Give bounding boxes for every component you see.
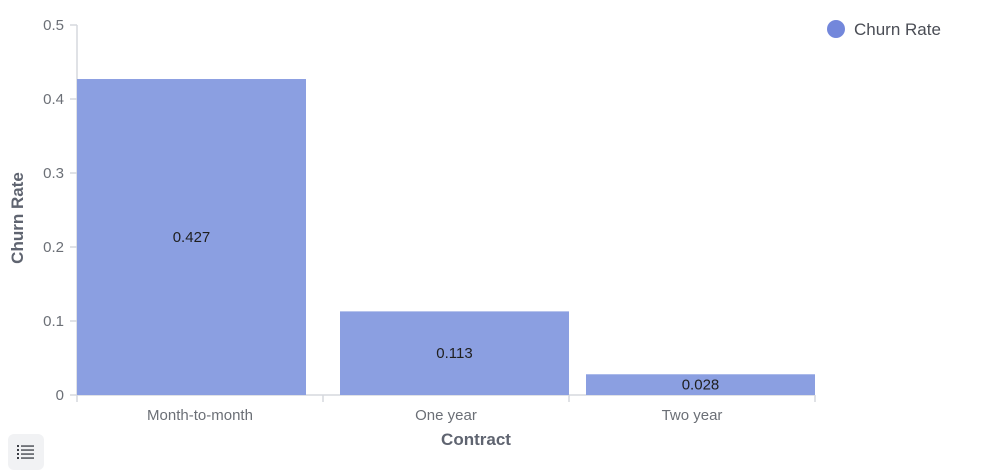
legend-label[interactable]: Churn Rate bbox=[854, 20, 941, 39]
bar[interactable] bbox=[586, 374, 815, 395]
bar-value-label: 0.113 bbox=[436, 345, 472, 362]
x-tick-label: One year bbox=[415, 407, 477, 424]
y-tick-label: 0 bbox=[56, 387, 64, 404]
y-tick-label: 0.2 bbox=[43, 239, 64, 256]
bar[interactable] bbox=[340, 311, 569, 395]
y-tick-label: 0.3 bbox=[43, 165, 64, 182]
list-icon bbox=[17, 445, 34, 459]
y-tick-label: 0.4 bbox=[43, 91, 64, 108]
x-axis-title: Contract bbox=[441, 430, 511, 449]
bar-value-label: 0.028 bbox=[682, 377, 720, 394]
x-tick-label: Month-to-month bbox=[147, 407, 253, 424]
chart-menu-button[interactable] bbox=[8, 434, 44, 470]
y-axis: 0 0.1 0.2 0.3 0.4 0.5 bbox=[43, 17, 78, 404]
bar-value-label: 0.427 bbox=[173, 229, 211, 246]
x-axis: Month-to-month One year Two year bbox=[76, 394, 816, 424]
bar[interactable] bbox=[77, 79, 306, 396]
y-tick-label: 0.5 bbox=[43, 17, 64, 34]
x-tick-label: Two year bbox=[662, 407, 723, 424]
legend-marker[interactable] bbox=[827, 20, 845, 38]
y-axis-title: Churn Rate bbox=[8, 172, 27, 264]
value-labels: 0.427 0.113 0.028 bbox=[173, 229, 720, 394]
y-tick-label: 0.1 bbox=[43, 313, 64, 330]
bars bbox=[77, 79, 815, 396]
legend[interactable]: Churn Rate bbox=[827, 20, 941, 39]
